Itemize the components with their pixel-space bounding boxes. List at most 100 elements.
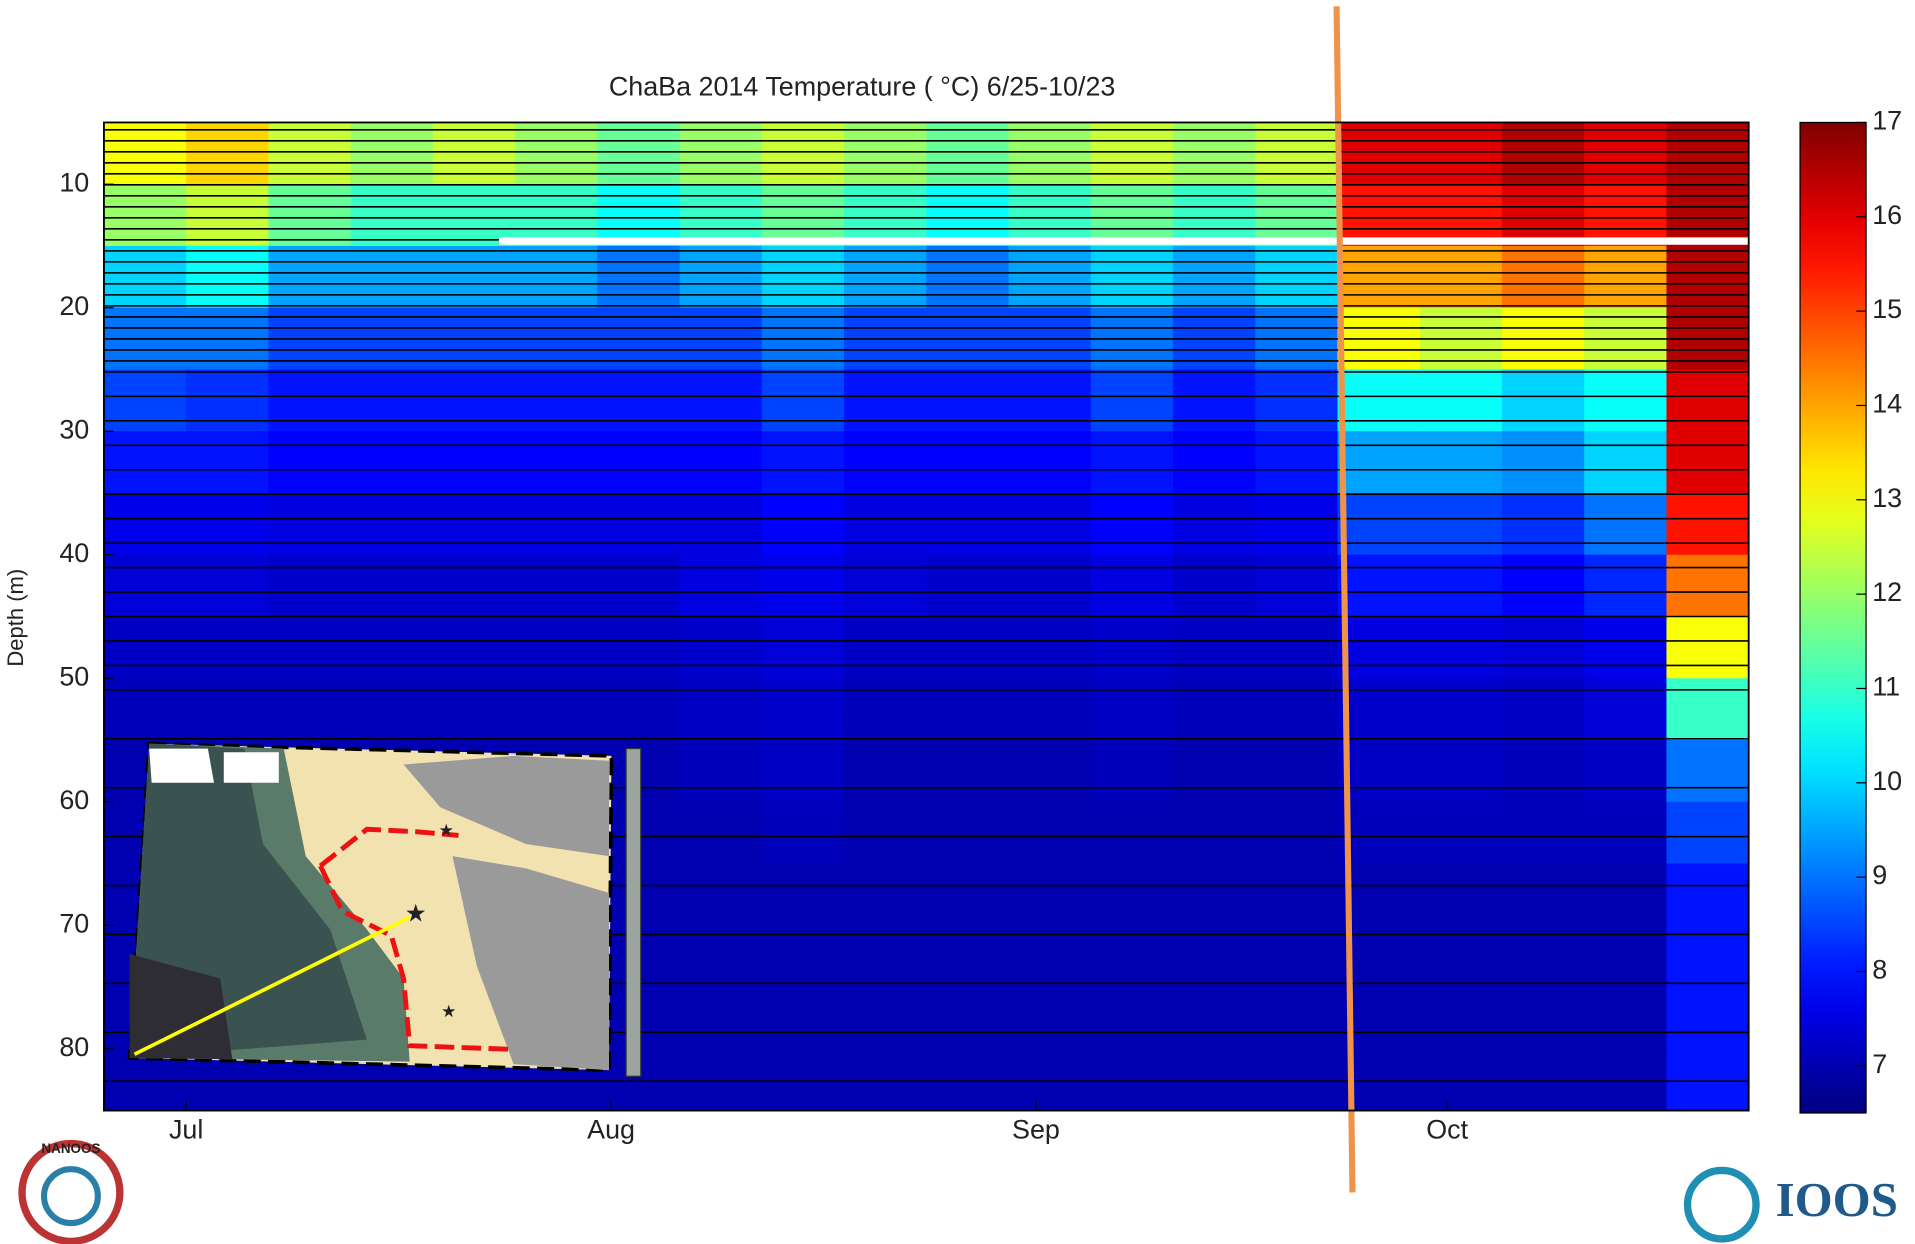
heatmap-cell: [926, 122, 1009, 184]
logo-text: NANOOS: [41, 1141, 100, 1156]
heatmap-cell: [515, 678, 598, 740]
heatmap-cell: [1666, 431, 1749, 493]
heatmap-cell: [1173, 369, 1256, 431]
heatmap-cell: [433, 184, 516, 246]
heatmap-cell: [1255, 678, 1338, 740]
logo-text: IOOS: [1776, 1172, 1898, 1227]
colorbar-tick-label: 8: [1872, 955, 1887, 985]
colorbar-tick-label: 16: [1872, 200, 1902, 230]
heatmap-cell: [433, 369, 516, 431]
heatmap-cell: [680, 616, 763, 678]
heatmap-cell: [515, 493, 598, 555]
heatmap-cell: [1173, 493, 1256, 555]
heatmap-cell: [1173, 246, 1256, 308]
logo-right: IOOS: [1688, 1170, 1898, 1238]
heatmap-cell: [1502, 431, 1585, 493]
heatmap-cell: [1666, 740, 1749, 802]
inset-map: ★ ★ ★: [130, 744, 641, 1077]
colorbar-tick-label: 12: [1872, 577, 1902, 607]
heatmap-cell: [268, 616, 351, 678]
heatmap-cell: [1338, 184, 1421, 246]
heatmap-cell: [680, 369, 763, 431]
heatmap-cell: [762, 184, 845, 246]
heatmap-cell: [680, 1049, 763, 1111]
heatmap-cell: [1502, 493, 1585, 555]
heatmap-cell: [844, 802, 927, 864]
heatmap-cell: [597, 493, 680, 555]
heatmap-cell: [1420, 246, 1503, 308]
heatmap-cell: [1502, 802, 1585, 864]
heatmap-cell: [597, 122, 680, 184]
heatmap-cell: [844, 864, 927, 926]
heatmap-cell: [1666, 122, 1749, 184]
heatmap-cell: [1584, 555, 1667, 617]
heatmap-cell: [1009, 740, 1092, 802]
heatmap-cell: [680, 740, 763, 802]
heatmap-cell: [351, 246, 434, 308]
heatmap-cell: [1420, 122, 1503, 184]
heatmap-cell: [515, 246, 598, 308]
heatmap-cell: [1173, 616, 1256, 678]
colorbar-tick-label: 10: [1872, 766, 1902, 796]
heatmap-cell: [1338, 369, 1421, 431]
heatmap-cell: [926, 184, 1009, 246]
heatmap-cell: [1584, 864, 1667, 926]
heatmap-cell: [1420, 740, 1503, 802]
heatmap-cell: [1009, 802, 1092, 864]
heatmap-cell: [1173, 431, 1256, 493]
heatmap-cell: [1666, 246, 1749, 308]
y-tick-label: 70: [59, 908, 89, 938]
svg-text:★: ★: [441, 1002, 456, 1021]
heatmap-cell: [351, 493, 434, 555]
heatmap-cell: [1173, 555, 1256, 617]
heatmap-cell: [1338, 431, 1421, 493]
heatmap-cell: [1420, 184, 1503, 246]
heatmap-cell: [1420, 369, 1503, 431]
heatmap-cell: [844, 431, 927, 493]
heatmap-cell: [515, 369, 598, 431]
heatmap-cell: [104, 246, 187, 308]
colorbar-tick-label: 9: [1872, 860, 1887, 890]
heatmap-cell: [1666, 184, 1749, 246]
heatmap-cell: [104, 555, 187, 617]
heatmap-cell: [1091, 864, 1174, 926]
heatmap-cell: [1091, 740, 1174, 802]
heatmap-cell: [597, 369, 680, 431]
heatmap-cell: [926, 369, 1009, 431]
heatmap-cell: [1420, 431, 1503, 493]
heatmap-cell: [268, 678, 351, 740]
heatmap-cell: [1584, 493, 1667, 555]
heatmap-cell: [1091, 802, 1174, 864]
heatmap-cell: [762, 740, 845, 802]
heatmap-cell: [1502, 987, 1585, 1049]
heatmap-cell: [1502, 184, 1585, 246]
heatmap-cell: [762, 616, 845, 678]
heatmap-cell: [1502, 616, 1585, 678]
heatmap-cell: [186, 555, 269, 617]
heatmap-cell: [515, 616, 598, 678]
heatmap-cell: [762, 1049, 845, 1111]
heatmap-cell: [1420, 493, 1503, 555]
heatmap-cell: [1009, 184, 1092, 246]
heatmap-cell: [1091, 369, 1174, 431]
heatmap-cell: [1502, 246, 1585, 308]
heatmap-cell: [268, 122, 351, 184]
heatmap-cell: [680, 987, 763, 1049]
y-tick-label: 10: [59, 167, 89, 197]
heatmap-cell: [926, 246, 1009, 308]
heatmap-cell: [1255, 246, 1338, 308]
heatmap-cell: [351, 184, 434, 246]
heatmap-cell: [844, 678, 927, 740]
heatmap-cell: [1009, 369, 1092, 431]
heatmap-cell: [762, 802, 845, 864]
heatmap-cell: [433, 431, 516, 493]
colorbar-tick-label: 11: [1872, 672, 1900, 702]
heatmap-cell: [186, 369, 269, 431]
heatmap-cell: [351, 616, 434, 678]
heatmap-cell: [680, 555, 763, 617]
heatmap-cell: [926, 740, 1009, 802]
heatmap-cell: [597, 616, 680, 678]
heatmap-cell: [680, 678, 763, 740]
heatmap-cell: [1584, 740, 1667, 802]
heatmap-cell: [762, 431, 845, 493]
